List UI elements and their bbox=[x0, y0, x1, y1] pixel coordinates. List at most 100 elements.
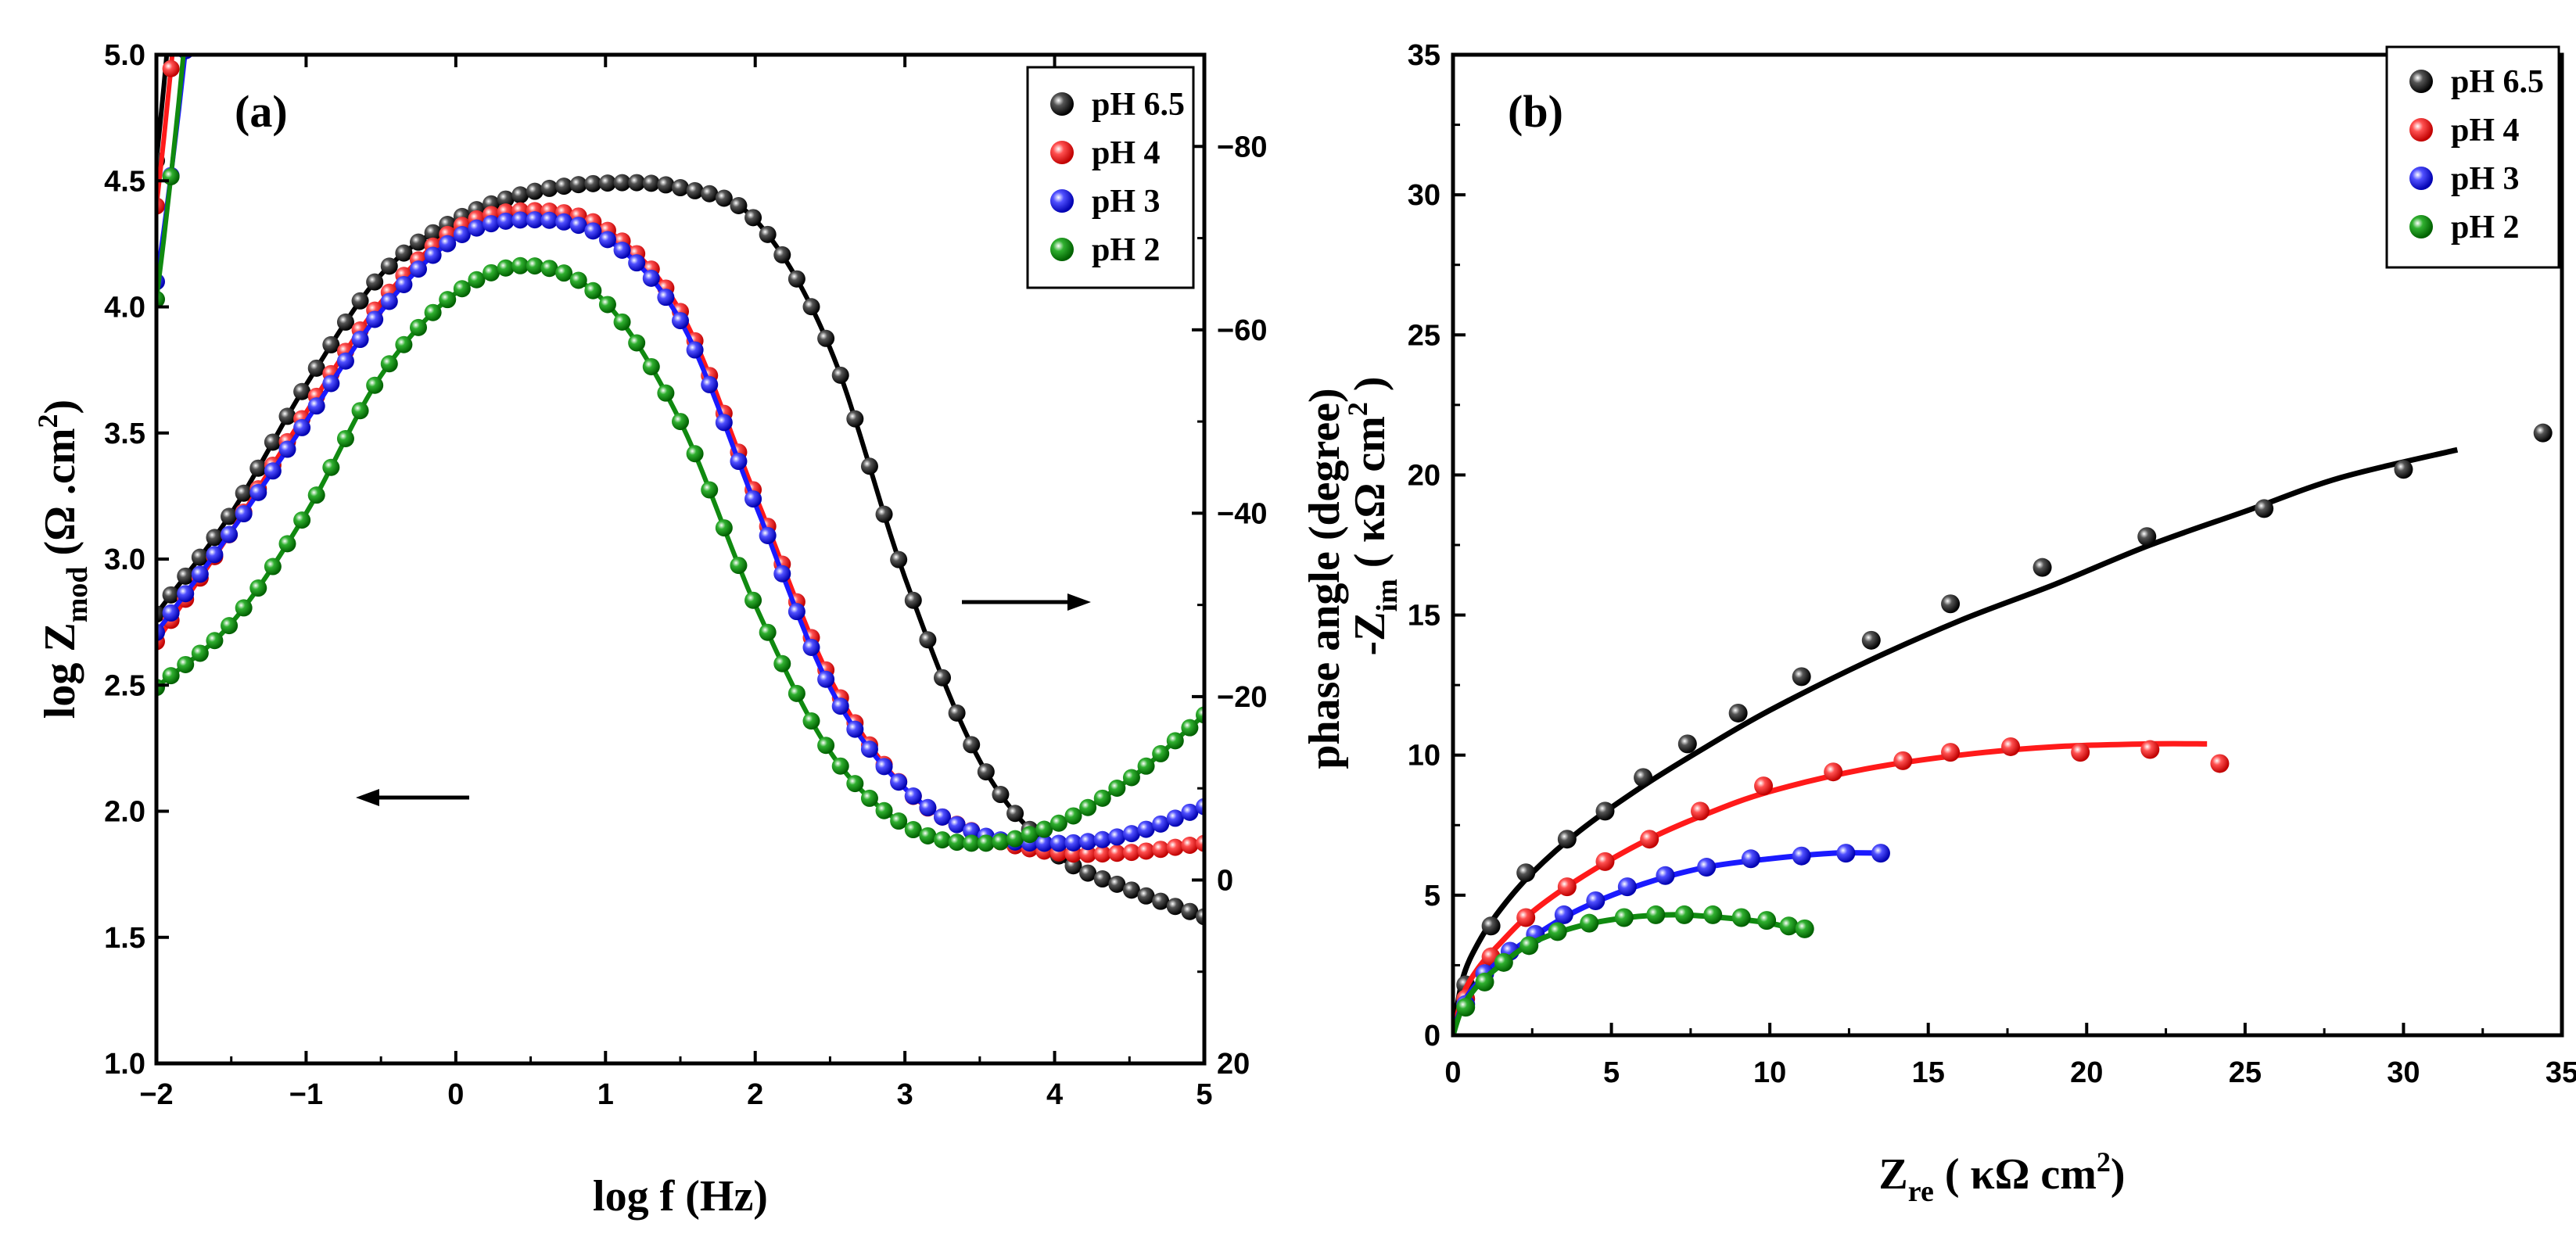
panel-b-ytick-label: 15 bbox=[1408, 600, 1440, 633]
nyquist-point-ph4 bbox=[1754, 776, 1774, 796]
panel-b-ytick-label: 25 bbox=[1408, 319, 1440, 352]
nyquist-point-ph4 bbox=[1516, 908, 1536, 927]
nyquist-point-ph2 bbox=[1548, 922, 1567, 941]
nyquist-point-ph6-5 bbox=[1941, 594, 1961, 614]
phase-point-ph6-5 bbox=[249, 459, 267, 477]
phase-axis-arrow bbox=[962, 593, 1091, 611]
phase-point-ph2 bbox=[1137, 757, 1155, 775]
nyquist-point-ph4 bbox=[1595, 852, 1615, 871]
nyquist-point-ph6-5 bbox=[1481, 916, 1501, 936]
phase-point-ph6-5 bbox=[730, 197, 748, 215]
phase-point-ph3 bbox=[613, 242, 631, 260]
panel-a-ytick-left-label: 4.5 bbox=[104, 165, 145, 198]
phase-point-ph3 bbox=[730, 453, 748, 471]
phase-point-ph3 bbox=[526, 211, 544, 229]
nyquist-point-ph4 bbox=[2001, 737, 2021, 756]
phase-point-ph3 bbox=[701, 375, 719, 393]
phase-point-ph6-5 bbox=[540, 179, 558, 197]
panel-a-ytick-right-label: 0 bbox=[1217, 864, 1233, 897]
phase-point-ph4 bbox=[1093, 845, 1111, 863]
phase-point-ph2 bbox=[249, 579, 267, 597]
panel-b-legend-marker-ph3 bbox=[2409, 167, 2433, 190]
phase-point-ph2 bbox=[293, 511, 311, 529]
phase-point-ph6-5 bbox=[890, 550, 908, 568]
nyquist-point-ph6-5 bbox=[1516, 863, 1536, 883]
phase-point-ph3 bbox=[395, 275, 413, 293]
nyquist-point-ph6-5 bbox=[1728, 703, 1748, 722]
phase-point-ph6-5 bbox=[206, 529, 224, 547]
nyquist-point-ph4 bbox=[1941, 743, 1961, 762]
phase-point-ph4 bbox=[1196, 834, 1204, 852]
phase-fit-line-ph6-5 bbox=[156, 180, 1204, 920]
panel-a-xtick-label: 3 bbox=[897, 1078, 913, 1111]
nyquist-point-ph2 bbox=[1703, 905, 1723, 924]
phase-point-ph6-5 bbox=[162, 586, 180, 604]
phase-point-ph6-5 bbox=[759, 225, 777, 243]
modulus-point-ph6-5 bbox=[163, 0, 180, 17]
phase-point-ph3 bbox=[191, 565, 209, 583]
phase-point-ph6-5 bbox=[613, 174, 631, 192]
phase-point-ph3 bbox=[555, 213, 573, 231]
nyquist-point-ph4 bbox=[2210, 754, 2230, 773]
phase-point-ph2 bbox=[817, 737, 835, 755]
phase-point-ph6-5 bbox=[395, 244, 413, 262]
phase-point-ph3 bbox=[904, 787, 922, 805]
phase-point-ph2 bbox=[1181, 719, 1199, 737]
phase-point-ph3 bbox=[424, 246, 442, 264]
phase-point-ph3 bbox=[875, 758, 893, 776]
phase-point-ph6-5 bbox=[744, 209, 762, 227]
phase-point-ph6-5 bbox=[366, 273, 384, 291]
phase-point-ph2 bbox=[759, 623, 777, 641]
phase-point-ph2 bbox=[657, 384, 675, 402]
panel-b-ytick-label: 20 bbox=[1408, 459, 1440, 492]
phase-point-ph3 bbox=[336, 352, 354, 370]
modulus-axis-arrow bbox=[356, 789, 469, 806]
phase-point-ph2 bbox=[963, 834, 981, 852]
phase-point-ph2 bbox=[191, 644, 209, 662]
phase-point-ph2 bbox=[672, 413, 689, 431]
phase-point-ph2 bbox=[1166, 732, 1184, 750]
phase-point-ph6-5 bbox=[715, 189, 733, 207]
phase-point-ph3 bbox=[715, 414, 733, 432]
panel-a-legend-label-ph4: pH 4 bbox=[1092, 135, 1161, 171]
phase-point-ph6-5 bbox=[788, 270, 805, 288]
phase-point-ph3 bbox=[1049, 834, 1067, 852]
nyquist-point-ph3 bbox=[1741, 849, 1760, 869]
panel-b-ytick-label: 0 bbox=[1424, 1020, 1440, 1052]
phase-point-ph2 bbox=[410, 318, 427, 336]
phase-point-ph2 bbox=[860, 789, 878, 807]
panel-a-legend-marker-ph6-5 bbox=[1050, 92, 1074, 116]
phase-point-ph2 bbox=[468, 271, 486, 289]
phase-point-ph2 bbox=[802, 712, 820, 730]
phase-point-ph3 bbox=[1137, 820, 1155, 838]
phase-point-ph2 bbox=[1064, 807, 1082, 825]
phase-point-ph3 bbox=[1122, 825, 1140, 843]
panel-b-ytick-label: 5 bbox=[1424, 880, 1440, 913]
phase-point-ph3 bbox=[963, 822, 981, 840]
nyquist-point-ph6-5 bbox=[1557, 830, 1577, 849]
panel-a-ytick-left-label: 4.0 bbox=[104, 292, 145, 324]
phase-point-ph6-5 bbox=[1196, 908, 1204, 926]
phase-point-ph3 bbox=[177, 585, 195, 603]
panel-b-legend-label-ph2: pH 2 bbox=[2451, 210, 2520, 246]
phase-point-ph2 bbox=[598, 296, 616, 314]
phase-point-ph2 bbox=[1196, 706, 1204, 724]
nyquist-point-ph3 bbox=[1792, 846, 1811, 866]
phase-point-ph2 bbox=[948, 834, 966, 852]
phase-point-ph6-5 bbox=[919, 631, 937, 649]
nyquist-point-ph4 bbox=[1893, 751, 1913, 770]
panel-a-ylabel-left: log Zmod (Ω .cm2) bbox=[32, 400, 94, 719]
panel-a-ytick-right-label: −20 bbox=[1217, 681, 1267, 714]
phase-point-ph3 bbox=[453, 225, 471, 243]
phase-point-ph2 bbox=[526, 257, 544, 275]
phase-point-ph4 bbox=[1079, 845, 1097, 863]
panel-b-label: (b) bbox=[1508, 86, 1563, 137]
phase-point-ph6-5 bbox=[511, 186, 529, 204]
nyquist-point-ph6-5 bbox=[2533, 423, 2553, 443]
phase-point-ph2 bbox=[439, 291, 457, 309]
phase-point-ph6-5 bbox=[860, 457, 878, 475]
phase-point-ph6-5 bbox=[1108, 875, 1126, 893]
phase-point-ph4 bbox=[1181, 837, 1199, 855]
phase-point-ph2 bbox=[453, 280, 471, 298]
phase-point-ph4 bbox=[1137, 842, 1155, 860]
